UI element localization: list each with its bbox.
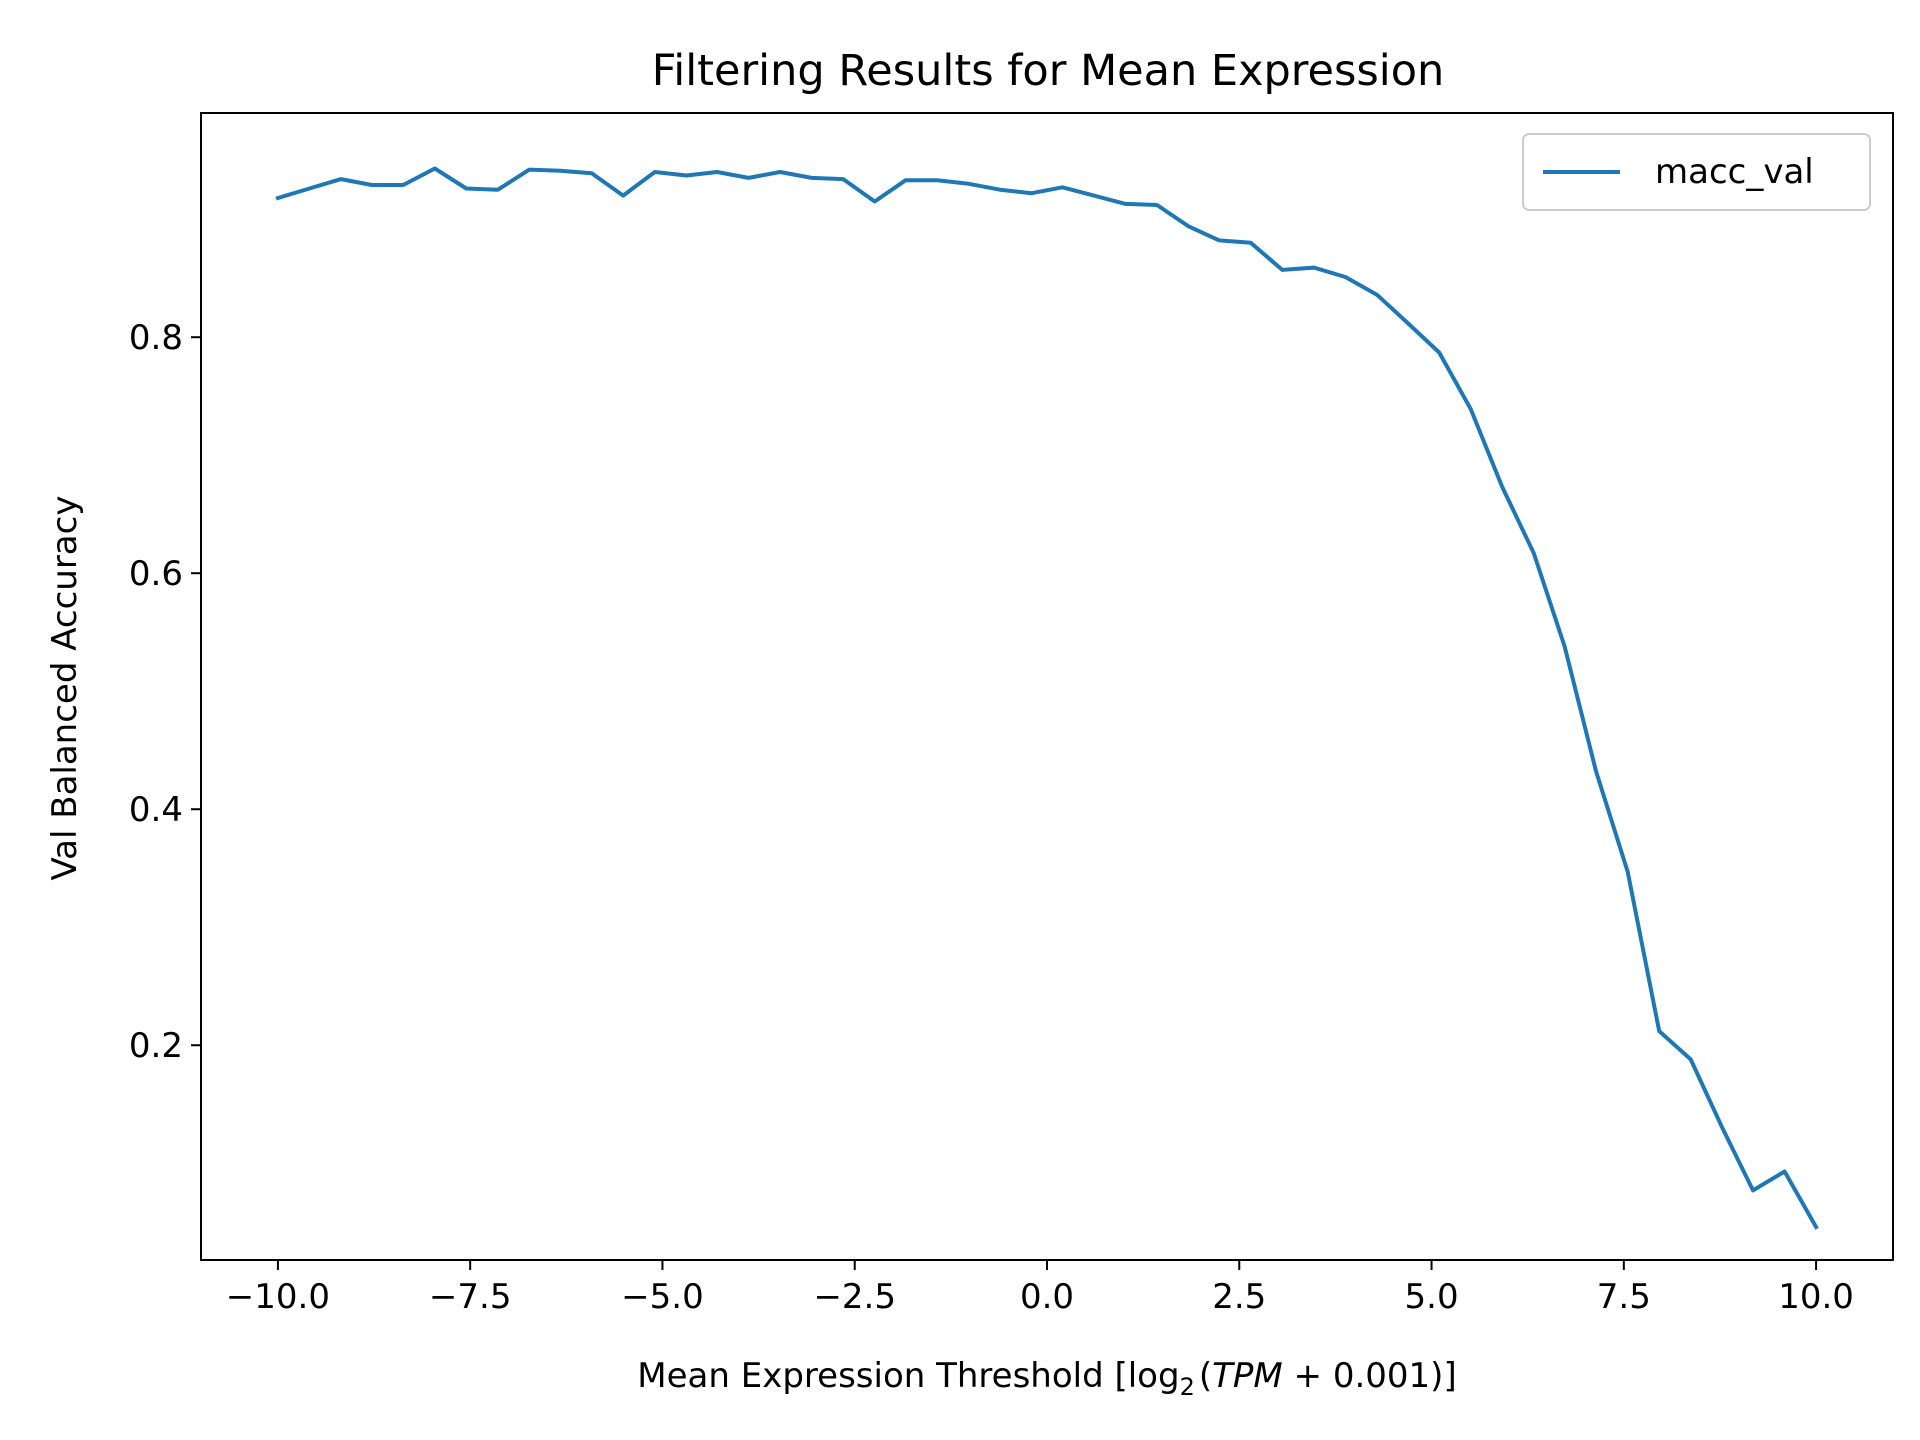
x-tick-label: 10.0 bbox=[1778, 1277, 1854, 1317]
x-tick-label: 7.5 bbox=[1597, 1277, 1651, 1317]
x-axis-label: Mean Expression Threshold [log2 (TPM + 0.… bbox=[637, 1356, 1456, 1401]
x-axis-label-prefix: Mean Expression Threshold [log bbox=[637, 1356, 1179, 1396]
x-tick-label: −2.5 bbox=[813, 1277, 896, 1317]
x-axis-label-variable: TPM bbox=[1212, 1356, 1283, 1396]
legend: macc_val bbox=[1522, 133, 1871, 211]
y-tick-label: 0.8 bbox=[129, 318, 183, 358]
x-tick-label: −7.5 bbox=[429, 1277, 512, 1317]
x-axis-label-rest: + 0.001)] bbox=[1283, 1356, 1457, 1396]
x-axis-ticks: −10.0 −7.5 −5.0 −2.5 0.0 2.5 5.0 7.5 10.0 bbox=[226, 1260, 1854, 1317]
y-axis-ticks: 0.2 0.4 0.6 0.8 bbox=[129, 318, 201, 1066]
x-tick-label: −5.0 bbox=[621, 1277, 704, 1317]
x-tick-label: 5.0 bbox=[1405, 1277, 1459, 1317]
legend-box bbox=[1522, 133, 1871, 211]
x-axis-label-subscript: 2 bbox=[1180, 1373, 1195, 1401]
plot-area-frame bbox=[200, 112, 1894, 1261]
chart-title: Filtering Results for Mean Expression bbox=[652, 46, 1445, 96]
x-tick-label: 0.0 bbox=[1020, 1277, 1074, 1317]
y-tick-label: 0.6 bbox=[129, 554, 183, 594]
x-tick-label: 2.5 bbox=[1212, 1277, 1266, 1317]
y-tick-label: 0.4 bbox=[129, 790, 183, 830]
x-axis-label-open: ( bbox=[1199, 1356, 1212, 1396]
series-line-macc-val bbox=[275, 166, 1819, 1230]
y-tick-label: 0.2 bbox=[129, 1026, 183, 1066]
y-axis-label: Val Balanced Accuracy bbox=[45, 496, 85, 881]
x-tick-label: −10.0 bbox=[226, 1277, 330, 1317]
series-layer bbox=[275, 166, 1819, 1230]
legend-label-macc-val: macc_val bbox=[1655, 152, 1814, 192]
